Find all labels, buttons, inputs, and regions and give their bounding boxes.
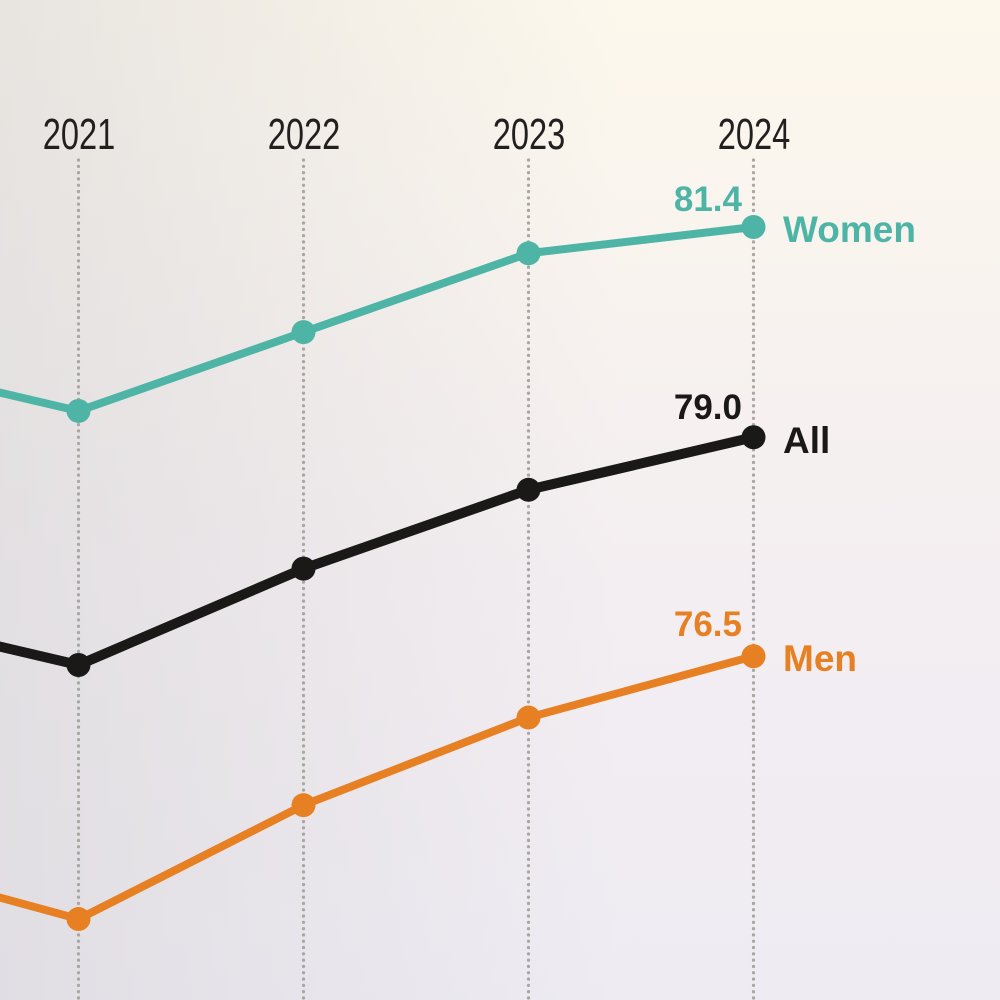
point-men-2024 [741, 644, 766, 669]
x-tick-2024: 2024 [717, 110, 791, 159]
x-tick-2021: 2021 [42, 110, 116, 159]
all-series-label: All [783, 420, 831, 461]
women-series-label: Women [783, 209, 916, 250]
series-line-all [0, 432, 755, 670]
all-value-label: 79.0 [673, 388, 742, 427]
point-men-2023 [516, 705, 541, 730]
series-line-men [0, 652, 755, 924]
point-women-2022 [291, 320, 316, 345]
point-all-2022 [291, 556, 316, 581]
men-series-label: Men [783, 638, 857, 679]
x-tick-2023: 2023 [492, 110, 566, 159]
point-all-2021 [66, 653, 91, 677]
point-women-2023 [516, 241, 541, 266]
point-all-2023 [516, 477, 541, 502]
point-men-2022 [291, 793, 316, 818]
women-value-label: 81.4 [673, 180, 742, 219]
men-value-label: 76.5 [673, 605, 742, 644]
x-tick-2022: 2022 [267, 110, 341, 159]
point-all-2024 [741, 425, 766, 450]
point-women-2024 [741, 215, 766, 239]
point-women-2021 [66, 398, 91, 423]
series-line-women [0, 223, 754, 415]
point-men-2021 [66, 907, 91, 932]
